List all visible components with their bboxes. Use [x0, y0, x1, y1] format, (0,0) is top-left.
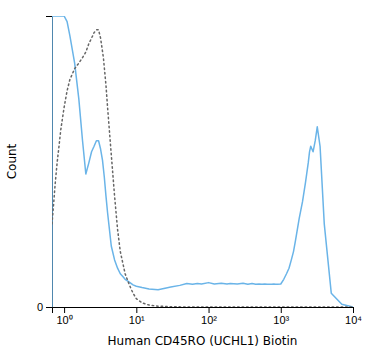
y-axis-line [46, 17, 53, 308]
lines [52, 16, 353, 307]
x-axis-title: Human CD45RO (UCHL1) Biotin [108, 334, 298, 348]
y-axis: 0 [37, 17, 53, 314]
x-tick: 10³ [273, 307, 289, 326]
y-tick: 0 [37, 301, 52, 313]
x-axis-line [53, 308, 354, 314]
series-line [52, 30, 353, 307]
x-tick: 10² [201, 307, 217, 326]
x-tick-label: 10⁰ [56, 314, 72, 326]
x-tick-label: 10¹ [129, 314, 145, 326]
y-tick-label: 0 [37, 301, 43, 313]
x-tick-label: 10² [201, 314, 217, 326]
x-tick: 10¹ [129, 307, 145, 326]
x-tick-mark [64, 307, 65, 313]
x-tick: 10⁴ [345, 307, 362, 326]
x-axis: 10⁰ 10¹ 10² 10³ 10⁴ [53, 307, 363, 326]
x-tick-mark [209, 307, 210, 313]
y-tick-mark [46, 307, 52, 308]
x-tick: 10⁰ [56, 307, 72, 326]
chart: 10⁰ 10¹ 10² 10³ 10⁴ 0 Human CD45RO (UCHL1) Bio… [0, 0, 375, 355]
x-tick-mark [353, 307, 354, 313]
x-tick-label: 10³ [273, 314, 289, 326]
plot-area: 10⁰ 10¹ 10² 10³ 10⁴ 0 [37, 16, 362, 326]
x-tick-mark [136, 307, 137, 313]
x-tick-mark [281, 307, 282, 313]
edge-spike [52, 16, 53, 307]
series-line [52, 16, 353, 307]
x-tick-label: 10⁴ [345, 314, 362, 326]
y-axis-title: Count [5, 143, 19, 179]
